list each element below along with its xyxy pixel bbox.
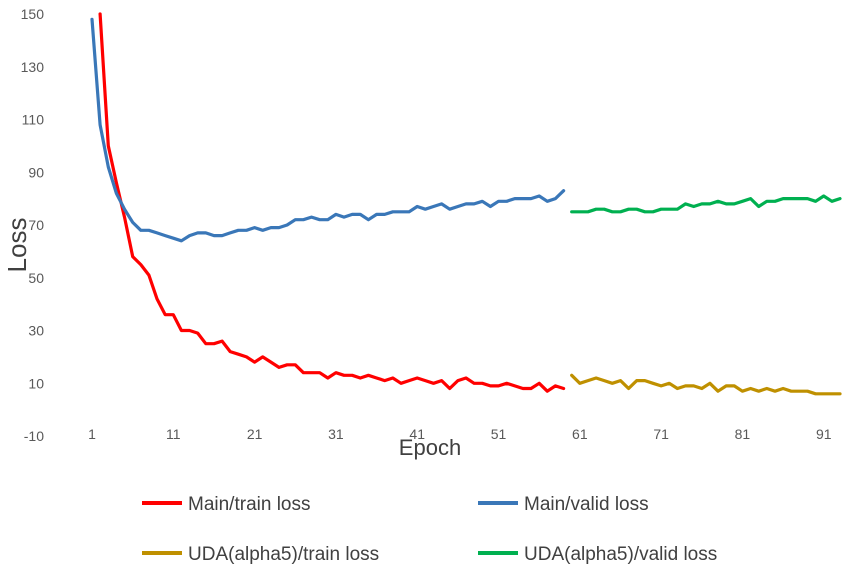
y-tick-label: 130	[21, 59, 45, 75]
y-axis-title: Loss	[2, 218, 32, 273]
x-axis-title: Epoch	[399, 435, 461, 460]
y-tick-label: -10	[24, 428, 44, 444]
series-line-3	[570, 373, 842, 396]
x-tick-label: 51	[491, 426, 507, 442]
y-axis-ticks: -10 10 30 50 70 90 110 130 150	[21, 6, 45, 444]
x-tick-label: 71	[653, 426, 669, 442]
x-tick-label: 11	[166, 426, 181, 442]
x-tick-label: 61	[572, 426, 588, 442]
y-tick-label: 10	[28, 375, 44, 391]
legend-label: UDA(alpha5)/valid loss	[524, 544, 717, 565]
x-axis-ticks: 1 11 21 31 41 51 61 71 81 91	[88, 426, 832, 442]
x-tick-label: 41	[409, 426, 425, 442]
y-tick-label: 150	[21, 6, 45, 22]
legend-label: Main/valid loss	[524, 494, 649, 515]
legend-label: UDA(alpha5)/train loss	[188, 544, 379, 565]
x-tick-label: 21	[247, 426, 263, 442]
series-line-1	[98, 12, 566, 393]
x-tick-label: 91	[816, 426, 832, 442]
y-tick-label: 110	[22, 112, 45, 128]
x-tick-label: 81	[735, 426, 751, 442]
series-line-4	[570, 194, 842, 214]
series-lines	[90, 12, 842, 396]
y-tick-label: 50	[28, 270, 44, 286]
series-line-2	[90, 17, 566, 243]
x-tick-label: 31	[328, 426, 344, 442]
y-tick-label: 90	[28, 164, 44, 180]
legend: Main/train loss Main/valid loss UDA(alpha5…	[142, 494, 717, 565]
y-tick-label: 70	[28, 217, 44, 233]
legend-label: Main/train loss	[188, 494, 311, 515]
x-tick-label: 1	[88, 426, 96, 442]
y-tick-label: 30	[28, 323, 44, 339]
